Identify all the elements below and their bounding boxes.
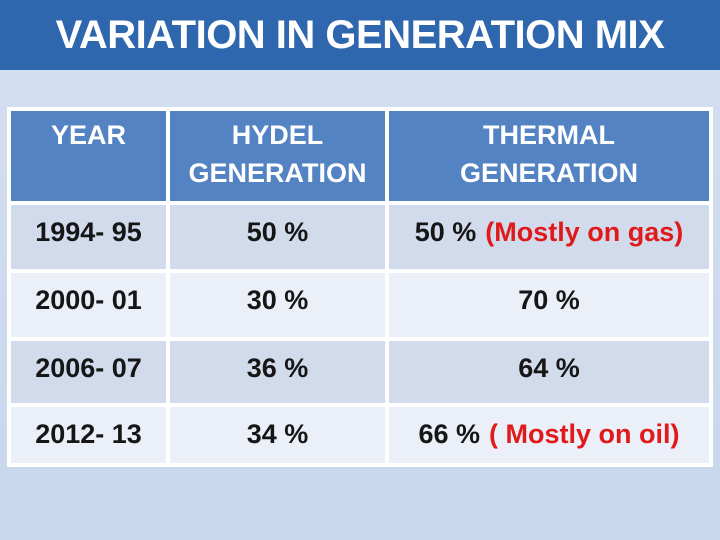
thermal-cell: 50 % (Mostly on gas): [389, 205, 709, 269]
column-header-year: YEAR: [11, 111, 166, 201]
thermal-note: (Mostly on gas): [485, 217, 684, 247]
table-row: 1994- 95 50 % 50 % (Mostly on gas): [11, 205, 709, 269]
thermal-note: ( Mostly on oil): [489, 419, 680, 449]
table-row: 2006- 07 36 % 64 %: [11, 341, 709, 403]
hydel-cell: 36 %: [170, 341, 385, 403]
table-header: YEAR HYDEL GENERATION THERMAL GENERATION: [11, 111, 709, 201]
generation-mix-table: YEAR HYDEL GENERATION THERMAL GENERATION…: [7, 107, 713, 467]
table-body: 1994- 95 50 % 50 % (Mostly on gas) 2000- …: [11, 205, 709, 463]
column-header-thermal: THERMAL GENERATION: [389, 111, 709, 201]
slide-title: VARIATION IN GENERATION MIX: [55, 12, 665, 57]
thermal-value: 70 %: [518, 285, 580, 315]
thermal-cell: 70 %: [389, 273, 709, 337]
thermal-value: 66 %: [418, 419, 481, 449]
year-cell: 1994- 95: [11, 205, 166, 269]
year-cell: 2006- 07: [11, 341, 166, 403]
year-cell: 2000- 01: [11, 273, 166, 337]
thermal-value: 50 %: [414, 217, 477, 247]
title-banner: VARIATION IN GENERATION MIX: [0, 0, 720, 70]
year-cell: 2012- 13: [11, 407, 166, 463]
thermal-value: 64 %: [518, 353, 580, 383]
hydel-cell: 30 %: [170, 273, 385, 337]
table-row: 2000- 01 30 % 70 %: [11, 273, 709, 337]
hydel-cell: 34 %: [170, 407, 385, 463]
table-row: 2012- 13 34 % 66 % ( Mostly on oil): [11, 407, 709, 463]
thermal-cell: 64 %: [389, 341, 709, 403]
header-row: YEAR HYDEL GENERATION THERMAL GENERATION: [11, 111, 709, 201]
thermal-cell: 66 % ( Mostly on oil): [389, 407, 709, 463]
column-header-hydel: HYDEL GENERATION: [170, 111, 385, 201]
hydel-cell: 50 %: [170, 205, 385, 269]
